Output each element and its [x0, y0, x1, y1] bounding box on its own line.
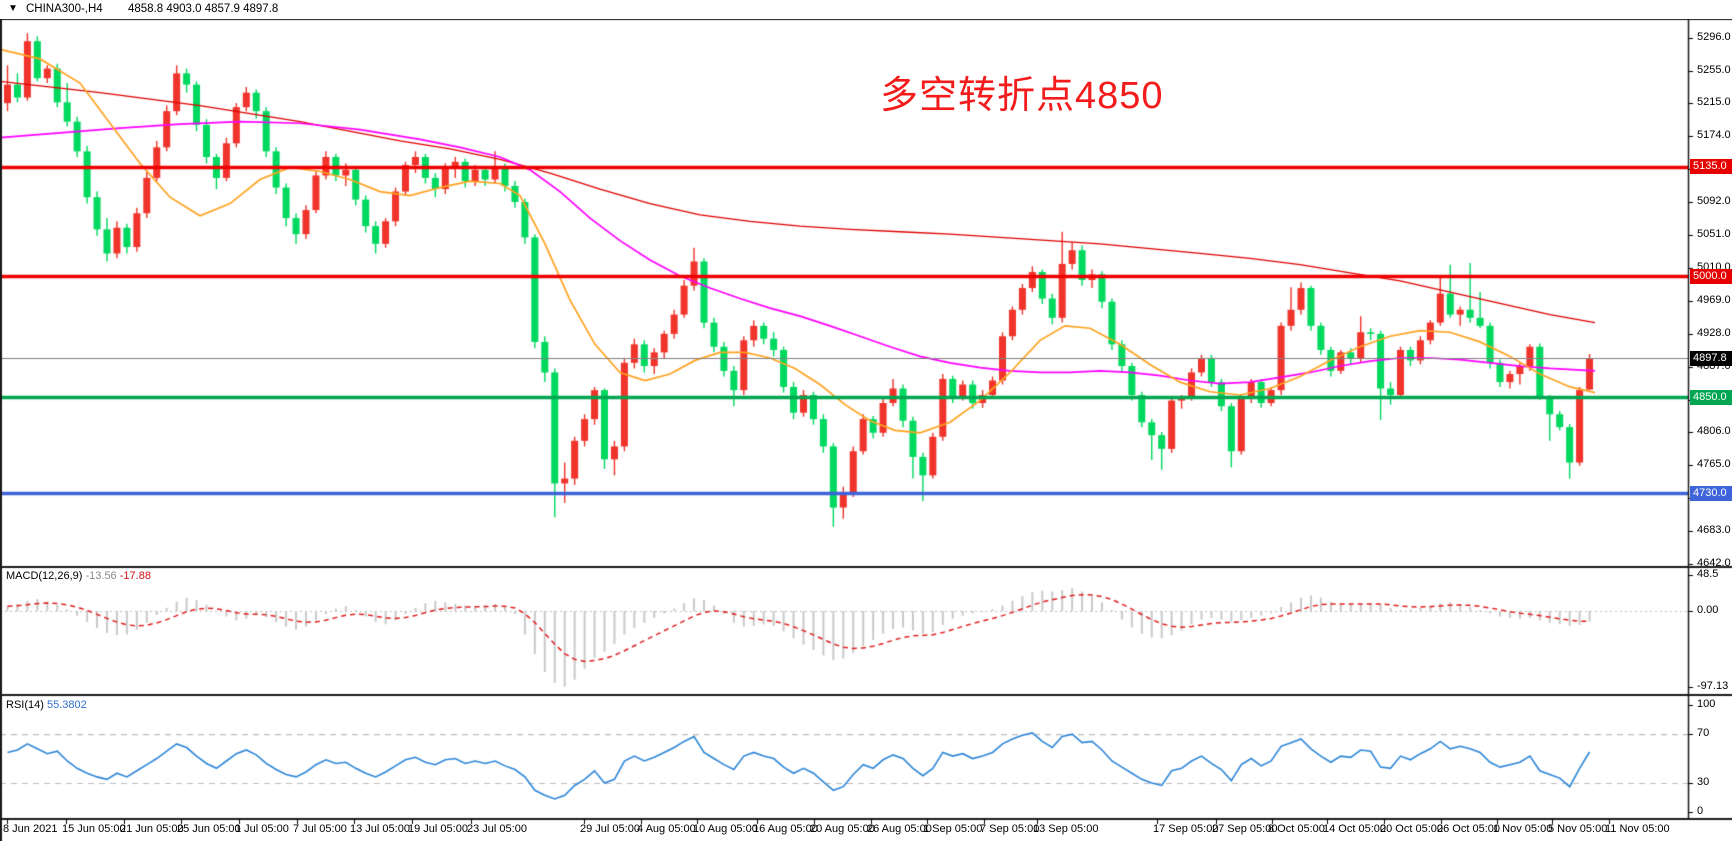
date-axis-label: 13 Sep 05:00 [1033, 823, 1099, 835]
price-axis-label: 5051.0 [1697, 228, 1731, 240]
indicator-axis-label: 70 [1697, 727, 1710, 739]
rsi-value: 55.3802 [46, 699, 87, 711]
price-badge-4730: 4730.0 [1690, 486, 1732, 501]
date-axis-label: 16 Aug 05:00 [753, 823, 818, 835]
ohlc-values: 4858.8 4903.0 4857.9 4897.8 [128, 3, 279, 15]
date-axis-label: 10 Aug 05:00 [693, 823, 758, 835]
symbol-timeframe-label: CHINA300-,H4 [26, 3, 103, 15]
price-axis-label: 5092.0 [1697, 195, 1731, 207]
macd-name: MACD(12,26,9) [6, 570, 83, 582]
date-axis-label: 8 Jun 2021 [3, 823, 58, 835]
date-axis-label: 8 Oct 05:00 [1268, 823, 1325, 835]
date-axis-label: 17 Sep 05:00 [1153, 823, 1219, 835]
date-axis-label: 23 Jul 05:00 [467, 823, 527, 835]
date-axis-label: 27 Sep 05:00 [1212, 823, 1278, 835]
price-axis-label: 4765.0 [1697, 458, 1731, 470]
indicator-axis-label: 0.00 [1697, 604, 1719, 616]
date-axis-label: 1 Nov 05:00 [1493, 823, 1553, 835]
date-axis-label: 13 Jul 05:00 [350, 823, 410, 835]
price-axis-label: 5215.0 [1697, 96, 1731, 108]
indicator-axis-label: 0 [1697, 805, 1704, 817]
rsi-name: RSI(14) [6, 699, 44, 711]
price-axis-label: 5296.0 [1697, 31, 1731, 43]
indicator-axis-label: 48.5 [1697, 568, 1719, 580]
date-axis-label: 29 Jul 05:00 [580, 823, 640, 835]
date-axis-label: 20 Oct 05:00 [1380, 823, 1443, 835]
date-axis-label: 21 Jun 05:00 [120, 823, 184, 835]
date-axis-label: 1 Jul 05:00 [235, 823, 289, 835]
date-axis-label: 14 Oct 05:00 [1323, 823, 1386, 835]
annotation-text[interactable]: 多空转折点4850 [880, 75, 1164, 117]
price-axis-label: 4642.0 [1697, 557, 1731, 569]
price-badge-4850: 4850.0 [1690, 390, 1732, 405]
chart-collapse-icon[interactable]: ▼ [8, 3, 18, 14]
date-axis-label: 7 Jul 05:00 [293, 823, 347, 835]
macd-main-value: -13.56 [85, 570, 117, 582]
price-badge-5000: 5000.0 [1690, 269, 1732, 284]
date-axis-label: 7 Sep 05:00 [980, 823, 1040, 835]
date-axis-label: 26 Aug 05:00 [867, 823, 932, 835]
date-axis-label: 20 Aug 05:00 [810, 823, 875, 835]
date-axis-label: 5 Nov 05:00 [1548, 823, 1608, 835]
indicator-axis-label: 100 [1697, 698, 1716, 710]
price-axis-label: 4969.0 [1697, 294, 1731, 306]
date-axis-label: 25 Jun 05:00 [177, 823, 241, 835]
date-axis-label: 11 Nov 05:00 [1605, 823, 1670, 835]
date-axis-label: 1 Sep 05:00 [923, 823, 983, 835]
date-axis-label: 19 Jul 05:00 [408, 823, 468, 835]
current-price-badge: 4897.8 [1690, 351, 1732, 366]
date-axis-label: 15 Jun 05:00 [62, 823, 126, 835]
price-axis-label: 4928.0 [1697, 327, 1731, 339]
date-axis-label: 4 Aug 05:00 [637, 823, 696, 835]
indicator-axis-label: -97.13 [1697, 680, 1729, 692]
price-axis-label: 4683.0 [1697, 524, 1731, 536]
rsi-indicator-label: RSI(14) 55.3802 [6, 699, 87, 711]
price-axis-label: 5174.0 [1697, 129, 1731, 141]
chart-header: ▼ CHINA300-,H4 4858.8 4903.0 4857.9 4897… [0, 0, 1732, 19]
date-axis-label: 26 Oct 05:00 [1437, 823, 1500, 835]
macd-indicator-label: MACD(12,26,9) -13.56 -17.88 [6, 570, 151, 582]
price-axis-label: 5255.0 [1697, 64, 1731, 76]
price-axis-label: 4806.0 [1697, 425, 1731, 437]
macd-signal-value: -17.88 [119, 570, 151, 582]
price-badge-5135: 5135.0 [1690, 159, 1732, 174]
indicator-axis-label: 30 [1697, 776, 1710, 788]
